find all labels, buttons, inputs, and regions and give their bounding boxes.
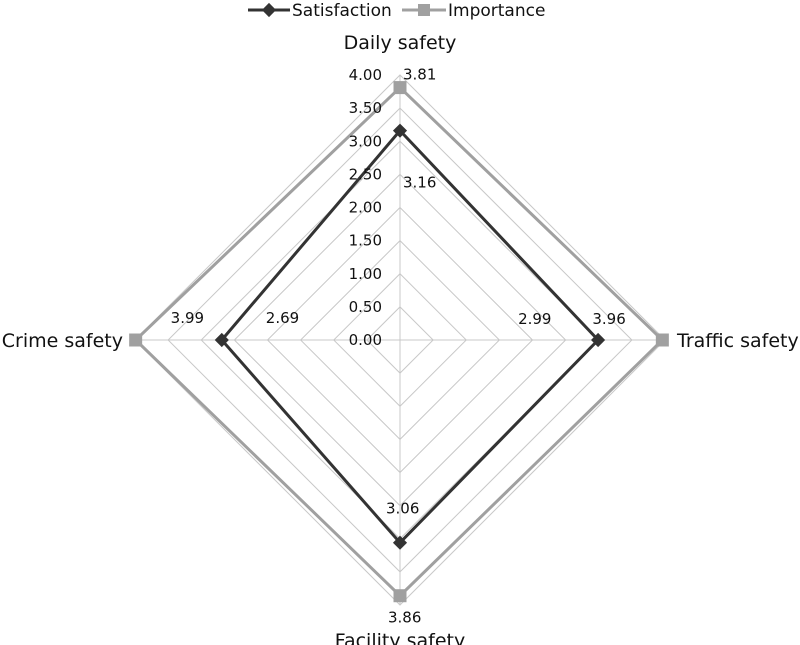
data-point-importance (393, 589, 407, 603)
tick-label: 2.00 (349, 199, 382, 217)
category-label: Facility safety (335, 630, 465, 645)
data-point-satisfaction (214, 332, 229, 348)
label-layer: Daily safety Traffic safety Facility safet… (2, 32, 799, 645)
tick-label: 0.00 (349, 331, 382, 349)
value-label-satisfaction: 3.06 (386, 500, 419, 518)
legend-diamond-marker (261, 2, 277, 18)
tick-label: 3.50 (349, 99, 382, 117)
value-label-importance: 3.86 (388, 609, 421, 627)
legend-square-marker (418, 4, 430, 16)
legend-label-importance: Importance (448, 1, 545, 21)
data-point-satisfaction (591, 332, 606, 348)
legend-label-satisfaction: Satisfaction (292, 1, 392, 21)
category-label: Daily safety (344, 32, 457, 54)
value-label-satisfaction: 2.99 (518, 310, 551, 328)
spoke-layer (135, 75, 665, 605)
legend-item-satisfaction[interactable]: Satisfaction (248, 1, 392, 21)
legend: Satisfaction Importance (248, 1, 545, 21)
series-line-importance (133, 85, 665, 598)
value-label-importance: 3.99 (171, 309, 204, 327)
legend-item-importance[interactable]: Importance (402, 1, 545, 21)
data-point-satisfaction (392, 535, 408, 550)
series-line-satisfaction (219, 128, 601, 545)
tick-layer: 0.00 0.50 1.00 1.50 2.00 2.50 3.00 3.50 4.00 (349, 66, 382, 349)
value-label-importance: 3.96 (592, 310, 625, 328)
tick-label: 1.50 (349, 232, 382, 250)
tick-label: 0.50 (349, 298, 382, 316)
category-label: Crime safety (2, 330, 123, 352)
tick-label: 3.00 (349, 132, 382, 150)
tick-label: 1.00 (349, 265, 382, 283)
data-point-importance (655, 333, 669, 347)
data-point-importance (393, 81, 407, 95)
category-label: Traffic safety (676, 330, 799, 352)
tick-label: 2.50 (349, 165, 382, 183)
value-label-satisfaction: 3.16 (403, 174, 436, 192)
tick-label: 4.00 (349, 66, 382, 84)
series-layer (129, 81, 669, 603)
value-label-importance: 3.81 (403, 66, 436, 84)
value-label-satisfaction: 2.69 (266, 309, 299, 327)
data-point-importance (129, 333, 143, 347)
